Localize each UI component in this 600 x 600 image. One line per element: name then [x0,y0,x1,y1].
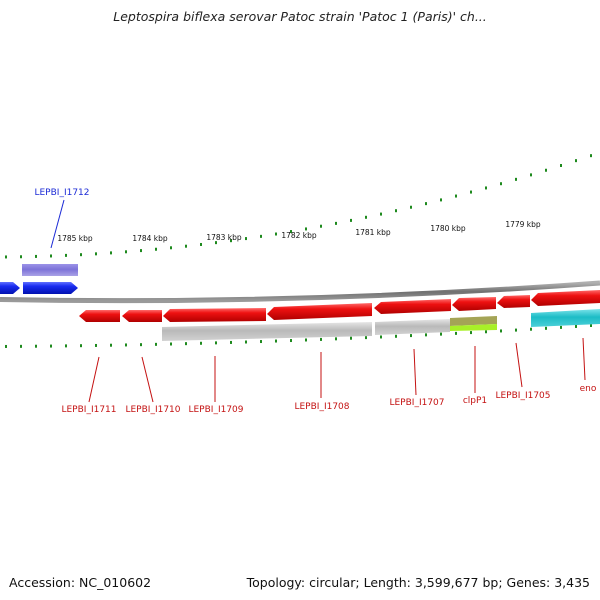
scale-label-1784: 1784 kbp [132,234,168,243]
gene-eno[interactable] [531,290,600,306]
feature-lepbi-i1712[interactable] [22,264,78,276]
gene-label-lepbi-i1712[interactable]: LEPBI_I1712 [34,188,89,198]
lower-scale-ticks [5,323,592,348]
genome-stats-text: Topology: circular; Length: 3,599,677 bp… [246,575,590,590]
scale-label-1785: 1785 kbp [57,234,93,243]
scale-label-1780: 1780 kbp [430,224,466,233]
gene-lepbi-i1708[interactable] [267,303,372,320]
chromosome-title: Leptospira biflexa serovar Patoc strain … [113,9,487,24]
gene-label-clpp1[interactable]: clpP1 [463,396,487,406]
gene-label-lepbi-i1705[interactable]: LEPBI_I1705 [495,391,550,401]
gene-forward-left-partial[interactable] [0,282,20,294]
gene-label-lepbi-i1710[interactable]: LEPBI_I1710 [125,405,180,415]
label-line-lepbi-i1707 [413,348,417,396]
feature-cyan[interactable] [531,309,600,327]
label-line-eno [582,337,586,381]
label-line-lepbi-i1712 [50,199,65,249]
gene-clpp1[interactable] [452,297,496,311]
accession-text: Accession: NC_010602 [9,575,152,590]
gene-lepbi-i1711[interactable] [79,310,120,322]
gene-label-lepbi-i1708[interactable]: LEPBI_I1708 [294,402,349,412]
upper-scale-ticks [5,154,592,259]
feature-lime[interactable] [450,324,497,331]
chromosome-backbone [0,280,600,304]
gene-lepbi-i1707[interactable] [374,299,451,314]
gene-forward-blue[interactable] [23,282,78,294]
gene-label-eno[interactable]: eno [580,384,597,394]
gene-label-lepbi-i1711[interactable]: LEPBI_I1711 [61,405,116,415]
label-line-lepbi-i1711 [88,356,100,403]
gene-lepbi-i1709[interactable] [163,308,266,322]
feature-gray-1[interactable] [162,322,372,341]
scale-label-1779: 1779 kbp [505,220,541,229]
gene-lepbi-i1705[interactable] [497,295,530,308]
gene-label-lepbi-i1707[interactable]: LEPBI_I1707 [389,398,444,408]
label-line-lepbi-i1710 [141,356,154,403]
gene-lepbi-i1710[interactable] [122,310,162,322]
scale-label-1782: 1782 kbp [281,231,317,240]
label-line-lepbi-i1705 [515,342,523,388]
gene-label-lepbi-i1709[interactable]: LEPBI_I1709 [188,405,243,415]
feature-olive[interactable] [450,316,497,326]
scale-label-1781: 1781 kbp [355,228,391,237]
scale-label-1783: 1783 kbp [206,233,242,242]
feature-gray-2[interactable] [375,319,450,335]
